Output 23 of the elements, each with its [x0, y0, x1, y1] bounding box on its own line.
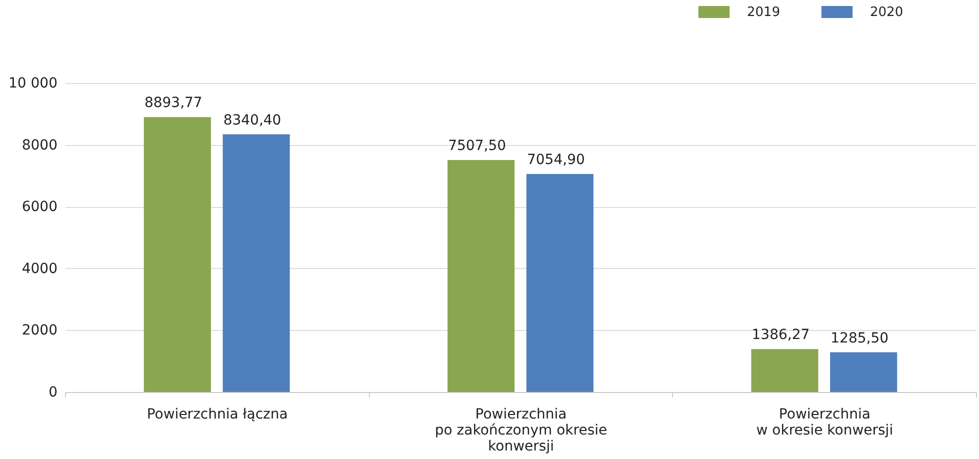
y-tick-label: 10 000 — [8, 76, 58, 92]
data-label: 1285,50 — [830, 330, 889, 346]
y-tick-label: 6000 — [22, 199, 58, 216]
x-tick-label: Powierzchnia po zakończonym okresie konwersji — [434, 406, 608, 454]
legend-label: 2020 — [870, 5, 904, 20]
data-label: 8893,77 — [144, 95, 202, 112]
bar — [222, 134, 290, 392]
y-tick-label: 0 — [48, 384, 58, 400]
bar — [830, 352, 898, 392]
x-tick-label: Powierzchnia łączna — [146, 406, 288, 422]
y-tick-label: 8000 — [22, 137, 58, 154]
bar — [526, 174, 594, 392]
bar — [751, 349, 818, 392]
y-tick-label: 2000 — [22, 322, 58, 339]
y-tick-label: 4000 — [22, 260, 58, 277]
x-tick-label: Powierzchnia w okresie konwersji — [756, 406, 894, 438]
data-label: 8340,40 — [223, 112, 282, 128]
data-label: 7054,90 — [526, 152, 585, 168]
bar — [144, 117, 211, 392]
data-label: 7507,50 — [448, 138, 506, 154]
data-label: 1386,27 — [752, 327, 810, 344]
legend-label: 2019 — [747, 5, 780, 20]
bar — [448, 160, 515, 392]
